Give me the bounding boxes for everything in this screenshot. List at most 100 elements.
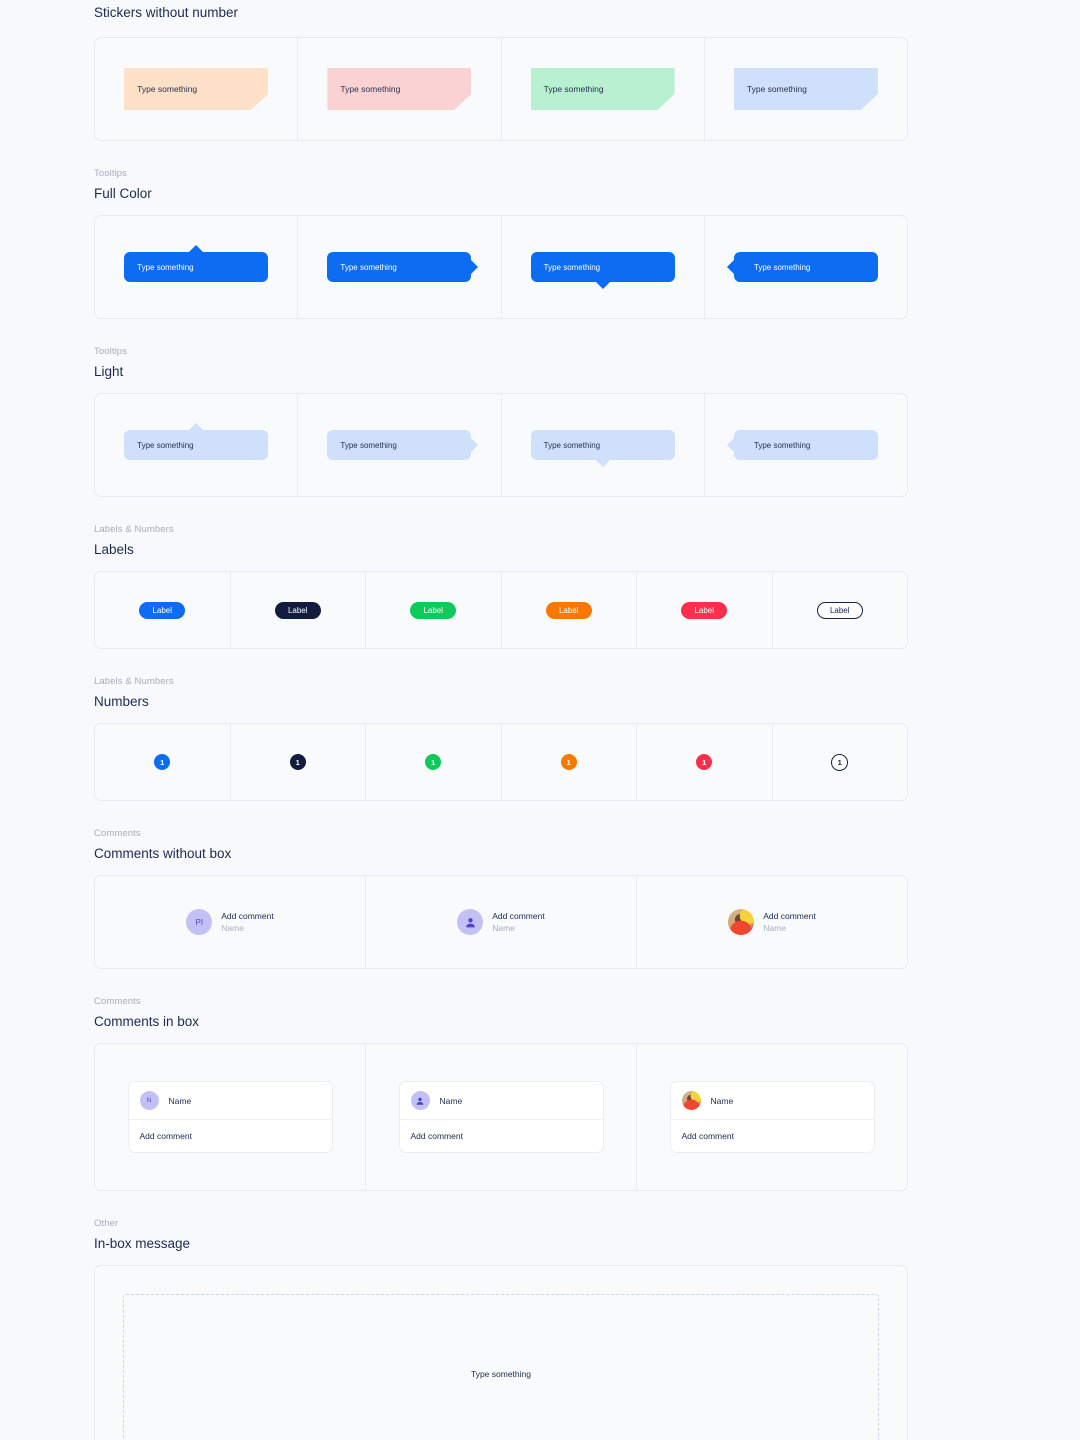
section-eyebrow: Tooltips bbox=[94, 168, 128, 179]
comment-item[interactable]: PI Add comment Name bbox=[186, 909, 274, 935]
section-eyebrow: Labels & Numbers bbox=[94, 524, 174, 535]
tooltips-light-card: Type something Type something Type somet… bbox=[94, 393, 908, 497]
comment-box-cell: Name Add comment bbox=[366, 1044, 637, 1190]
avatar-initials: PI bbox=[186, 909, 213, 935]
section-stickers: Stickers without number bbox=[94, 0, 908, 21]
number-cell: 1 bbox=[637, 724, 773, 800]
add-comment-label: Add comment bbox=[492, 910, 545, 921]
number-badge-green[interactable]: 1 bbox=[425, 754, 442, 770]
label-cell: Label bbox=[773, 572, 908, 648]
label-green[interactable]: Label bbox=[410, 601, 457, 619]
sticker-cell: Type something bbox=[502, 38, 705, 140]
sticker-cell: Type something bbox=[298, 38, 502, 140]
section-comments-nobox: Comments Comments without box PI Add com… bbox=[94, 828, 908, 969]
section-tooltips-full: Tooltips Full Color Type something Type … bbox=[94, 168, 908, 319]
tooltip-light-arrow-top[interactable]: Type something bbox=[124, 423, 269, 460]
number-badge-blue[interactable]: 1 bbox=[154, 754, 171, 770]
number-cell: 1 bbox=[502, 724, 637, 800]
tooltip-cell: Type something bbox=[298, 394, 502, 496]
avatar-initials: N bbox=[139, 1091, 159, 1110]
label-navy[interactable]: Label bbox=[274, 601, 321, 619]
comment-author-name: Name bbox=[221, 922, 244, 933]
label-outline[interactable]: Label bbox=[816, 601, 863, 619]
comment-author-name: Name bbox=[492, 922, 515, 933]
section-tooltips-light: Tooltips Light Type something Type somet… bbox=[94, 346, 908, 497]
sticker-text: Type something bbox=[137, 84, 198, 94]
sticker-text: Type something bbox=[340, 84, 401, 94]
comment-box-header: Name bbox=[670, 1082, 874, 1120]
label-blue[interactable]: Label bbox=[139, 601, 186, 619]
sticker-blue[interactable]: Type something bbox=[733, 68, 878, 110]
tooltip-text: Type something bbox=[340, 440, 397, 450]
add-comment-input[interactable]: Add comment bbox=[681, 1131, 734, 1141]
label-cell: Label bbox=[366, 572, 502, 648]
label-orange[interactable]: Label bbox=[545, 601, 592, 619]
tooltip-arrow-bottom[interactable]: Type something bbox=[530, 252, 675, 289]
tooltip-text: Type something bbox=[340, 262, 397, 272]
sticker-pink[interactable]: Type something bbox=[327, 68, 472, 110]
number-badge-outline[interactable]: 1 bbox=[831, 753, 849, 771]
number-badge-orange[interactable]: 1 bbox=[560, 754, 577, 770]
tooltip-arrow-top-icon bbox=[188, 423, 205, 431]
comment-item[interactable]: Add comment Name bbox=[457, 909, 545, 935]
tooltip-arrow-top[interactable]: Type something bbox=[124, 245, 269, 282]
section-title: Light bbox=[94, 364, 124, 379]
label-red[interactable]: Label bbox=[681, 601, 728, 619]
tooltip-light-arrow-bottom[interactable]: Type something bbox=[530, 430, 675, 467]
sticker-cell: Type something bbox=[95, 38, 299, 140]
number-badge-red[interactable]: 1 bbox=[696, 754, 713, 770]
section-title: In-box message bbox=[94, 1236, 191, 1251]
number-cell: 1 bbox=[95, 724, 231, 800]
tooltip-arrow-bottom-icon bbox=[594, 281, 611, 289]
tooltip-light-arrow-right[interactable]: Type something bbox=[327, 430, 479, 460]
tooltip-cell: Type something bbox=[705, 394, 907, 496]
tooltip-cell: Type something bbox=[502, 394, 705, 496]
section-comments-inbox: Comments Comments in box N Name Add comm… bbox=[94, 996, 908, 1191]
tooltip-cell: Type something bbox=[502, 216, 705, 318]
sticker-green[interactable]: Type something bbox=[530, 68, 675, 110]
number-badge-navy[interactable]: 1 bbox=[289, 754, 306, 770]
add-comment-input[interactable]: Add comment bbox=[410, 1131, 463, 1141]
comment-boxes-card: N Name Add comment Nam bbox=[94, 1043, 908, 1191]
label-cell: Label bbox=[502, 572, 637, 648]
tooltip-light-arrow-left[interactable]: Type something bbox=[726, 430, 878, 460]
section-title: Comments in box bbox=[94, 1014, 200, 1029]
section-labels: Labels & Numbers Labels Label Label Labe… bbox=[94, 524, 908, 649]
comment-item[interactable]: Add comment Name bbox=[728, 909, 816, 935]
comment-box[interactable]: Name Add comment bbox=[398, 1081, 604, 1153]
person-icon bbox=[465, 917, 475, 927]
comment-box[interactable]: Name Add comment bbox=[669, 1081, 875, 1153]
tooltip-cell: Type something bbox=[298, 216, 502, 318]
comment-box-cell: Name Add comment bbox=[637, 1044, 907, 1190]
label-cell: Label bbox=[637, 572, 773, 648]
tooltip-cell: Type something bbox=[95, 394, 299, 496]
avatar-photo bbox=[681, 1091, 701, 1110]
section-eyebrow: Other bbox=[94, 1218, 119, 1229]
section-title: Full Color bbox=[94, 186, 152, 201]
tooltip-cell: Type something bbox=[705, 216, 907, 318]
tooltip-text: Type something bbox=[753, 262, 811, 272]
comment-box[interactable]: N Name Add comment bbox=[127, 1081, 333, 1153]
section-eyebrow: Comments bbox=[94, 996, 141, 1007]
sticker-orange[interactable]: Type something bbox=[124, 68, 269, 110]
label-cell: Label bbox=[231, 572, 366, 648]
comment-cell: PI Add comment Name bbox=[95, 876, 366, 968]
avatar-photo bbox=[728, 909, 755, 935]
sticker-text: Type something bbox=[543, 84, 604, 94]
section-eyebrow: Tooltips bbox=[94, 346, 128, 357]
tooltip-arrow-left[interactable]: Type something bbox=[726, 252, 878, 282]
add-comment-input[interactable]: Add comment bbox=[139, 1131, 192, 1141]
numbers-card: 1 1 1 1 1 1 bbox=[94, 723, 908, 801]
tooltip-arrow-top-icon bbox=[188, 245, 205, 253]
tooltip-arrow-left-icon bbox=[726, 259, 735, 275]
section-eyebrow: Labels & Numbers bbox=[94, 676, 174, 687]
comment-cell: Add comment Name bbox=[637, 876, 907, 968]
tooltip-cell: Type something bbox=[95, 216, 299, 318]
number-cell: 1 bbox=[773, 724, 908, 800]
avatar-person-icon bbox=[410, 1091, 430, 1110]
sticker-text: Type something bbox=[746, 84, 807, 94]
label-cell: Label bbox=[95, 572, 231, 648]
inbox-message-dropzone[interactable]: Type something bbox=[123, 1294, 879, 1440]
tooltip-arrow-right[interactable]: Type something bbox=[327, 252, 479, 282]
tooltip-text: Type something bbox=[753, 440, 811, 450]
